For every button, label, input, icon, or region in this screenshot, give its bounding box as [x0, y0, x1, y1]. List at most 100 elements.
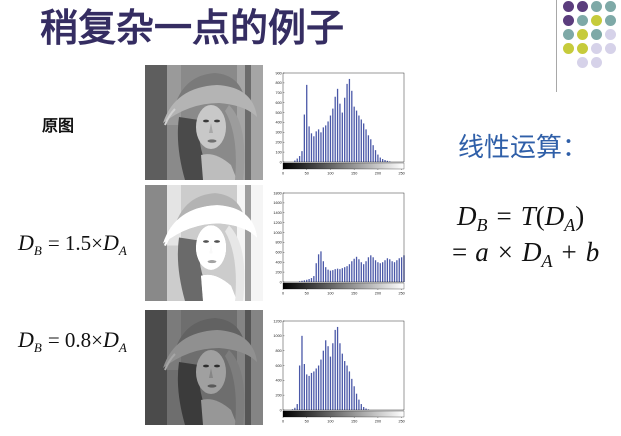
- decor-dot: [605, 1, 616, 12]
- y-tick-label: 500: [275, 111, 281, 115]
- y-tick-label: 700: [275, 91, 281, 95]
- decor-dot: [577, 29, 588, 40]
- formula-var: D: [18, 230, 34, 255]
- eq-equals: =: [496, 201, 512, 231]
- decor-dot: [577, 43, 588, 54]
- y-tick-label: 200: [275, 393, 281, 397]
- y-tick-label: 900: [275, 71, 281, 75]
- decor-dot: [605, 43, 616, 54]
- plot-background: [283, 73, 404, 162]
- equation-linear: = a × D A + b: [452, 236, 599, 271]
- eq-subscript: A: [564, 215, 576, 235]
- x-tick-label: 0: [282, 172, 284, 176]
- x-tick-label: 100: [327, 292, 333, 296]
- photo-original: [145, 65, 263, 180]
- decor-dot: [605, 15, 616, 26]
- decor-dot: [605, 29, 616, 40]
- eq-var: D: [521, 237, 542, 267]
- y-tick-label: 400: [275, 121, 281, 125]
- eq-paren-close: ): [575, 201, 585, 231]
- formula-scaled-down: D B = 0.8× D A: [18, 327, 127, 356]
- decor-dot: [577, 57, 588, 68]
- x-tick-label: 100: [327, 172, 333, 176]
- y-tick-label: 0: [280, 160, 282, 164]
- formula-scaled-up: D B = 1.5× D A: [18, 230, 127, 259]
- y-tick-label: 100: [275, 150, 281, 154]
- decor-dot: [563, 43, 574, 54]
- histogram-scaled-down: 0 200 400 600 800 1000 1200 0 50 100 150 200 250: [273, 319, 405, 424]
- formula-var: D: [103, 230, 119, 255]
- y-tick-label: 1200: [273, 221, 281, 225]
- formula-subscript: B: [33, 340, 42, 355]
- x-tick-label: 250: [398, 292, 404, 296]
- y-tick-label: 200: [275, 270, 281, 274]
- decor-dot: [591, 29, 602, 40]
- x-tick-label: 250: [398, 420, 404, 424]
- decor-dot: [591, 1, 602, 12]
- x-tick-label: 200: [375, 292, 381, 296]
- decor-dot: [577, 1, 588, 12]
- eq-times: ×: [497, 237, 513, 267]
- histogram-original: 0 100 200 300 400 500 600 700 800 900 0 50 100 150 200…: [275, 71, 405, 176]
- eq-subscript: A: [541, 251, 553, 271]
- decor-dot: [591, 57, 602, 68]
- formula-subscript: A: [118, 243, 127, 258]
- formula-subscript: B: [33, 243, 42, 258]
- equation-transform: D B = T ( D A ): [457, 200, 584, 235]
- photo-scaled-down: [145, 310, 263, 425]
- decor-dot-grid: [563, 1, 619, 71]
- y-tick-label: 800: [275, 349, 281, 353]
- colorbar: [282, 162, 405, 170]
- row-label-original: 原图: [42, 116, 75, 135]
- formula-subscript: A: [118, 340, 127, 355]
- y-tick-label: 1000: [273, 334, 281, 338]
- x-tick-label: 50: [305, 420, 309, 424]
- formula-var: D: [18, 327, 34, 352]
- slide-title: 稍复杂一点的例子: [40, 6, 345, 50]
- decor-divider-line: [556, 0, 557, 92]
- decor-dot: [591, 15, 602, 26]
- eq-plus: +: [561, 237, 577, 267]
- x-tick-label: 50: [305, 292, 309, 296]
- colorbar: [282, 282, 405, 290]
- x-tick-label: 100: [327, 420, 333, 424]
- photo-scaled-up: [145, 185, 263, 301]
- x-tick-label: 50: [305, 172, 309, 176]
- eq-offset: b: [585, 237, 600, 267]
- x-tick-label: 150: [351, 172, 357, 176]
- x-tick-label: 0: [282, 292, 284, 296]
- formula-multiplier: = 1.5×: [47, 231, 104, 255]
- y-tick-label: 800: [275, 241, 281, 245]
- eq-coefficient: a: [475, 237, 489, 267]
- y-tick-label: 600: [275, 251, 281, 255]
- y-tick-label: 1800: [273, 191, 281, 195]
- plot-background: [283, 321, 404, 410]
- plot-background: [283, 193, 404, 282]
- x-tick-label: 150: [351, 420, 357, 424]
- y-tick-label: 300: [275, 131, 281, 135]
- y-tick-label: 800: [275, 81, 281, 85]
- formula-var: D: [103, 327, 119, 352]
- x-tick-label: 200: [375, 420, 381, 424]
- y-tick-label: 400: [275, 261, 281, 265]
- decor-dot: [591, 43, 602, 54]
- plot-frame: [282, 72, 405, 163]
- y-tick-label: 1400: [273, 211, 281, 215]
- decor-dot: [563, 1, 574, 12]
- eq-function: T: [520, 201, 536, 231]
- colorbar: [282, 410, 405, 418]
- histogram-scaled-up: 0 200 400 600 800 1000 1200 1400 1600 1800 0 50 100 1…: [273, 191, 405, 296]
- decor-dot: [577, 15, 588, 26]
- y-tick-label: 600: [275, 364, 281, 368]
- eq-subscript: B: [476, 215, 488, 235]
- eq-var: D: [544, 201, 565, 231]
- decor-dot: [563, 29, 574, 40]
- y-tick-label: 1600: [273, 201, 281, 205]
- eq-paren-open: (: [535, 201, 545, 231]
- y-tick-label: 600: [275, 101, 281, 105]
- linear-op-heading: 线性运算：: [458, 133, 589, 163]
- y-tick-label: 1200: [273, 319, 281, 323]
- y-tick-label: 1000: [273, 231, 281, 235]
- x-tick-label: 0: [282, 420, 284, 424]
- y-tick-label: 200: [275, 141, 281, 145]
